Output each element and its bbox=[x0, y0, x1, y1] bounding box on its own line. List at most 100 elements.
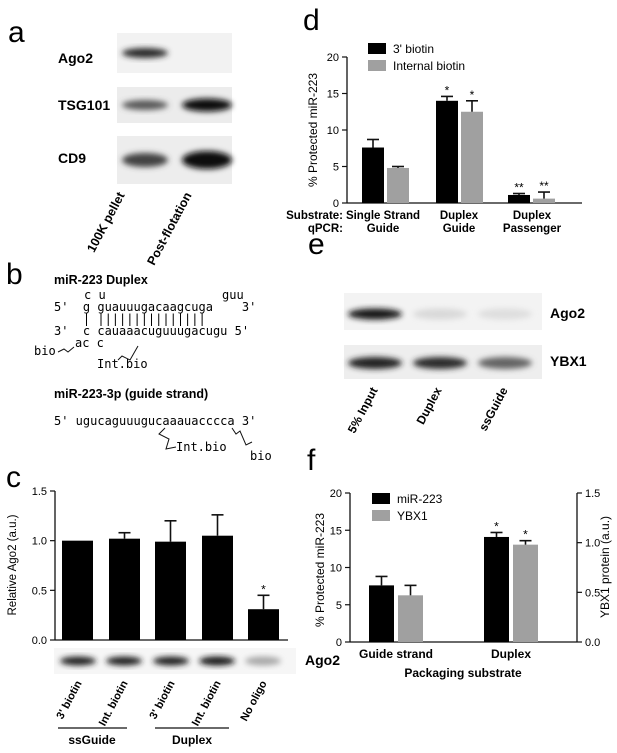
f-yl-tick-label: 20 bbox=[330, 488, 342, 500]
d-y-tick-label: 10 bbox=[327, 125, 339, 137]
category-labels-d: Single StrandGuideDuplexGuideDuplexPasse… bbox=[346, 210, 562, 235]
f-legend-swatch-1 bbox=[372, 510, 390, 521]
d-bar-0-1-sig: * bbox=[445, 83, 450, 97]
duplex-top-bulge-end: guu bbox=[222, 288, 244, 302]
panel-c: c 0.0 0.5 1.0 1.5 Relative Ago2 (a.u.) * Ago2… bbox=[6, 461, 340, 747]
d-ylabel: % Protected miR-223 bbox=[306, 73, 320, 187]
lane-label-duplex: Duplex bbox=[414, 385, 445, 427]
c-bar-0 bbox=[62, 540, 93, 640]
lane-label-5pct-input: 5% Input bbox=[345, 385, 381, 436]
blot-label-cd9: CD9 bbox=[58, 150, 86, 166]
duplex-bottom-bulge: ac c bbox=[75, 336, 104, 350]
f-yl-tick-label: 10 bbox=[330, 563, 342, 575]
f-legend-label-1: YBX1 bbox=[397, 509, 428, 523]
blot-band-a-lane2-2 bbox=[182, 151, 232, 169]
lane-label-c-1: Int. biotin bbox=[97, 679, 131, 729]
blot-band-a-lane1-1 bbox=[122, 100, 168, 110]
panel-letter-d: d bbox=[303, 4, 320, 37]
blot-band-c-0 bbox=[60, 656, 96, 666]
d-cat-line2-2: Passenger bbox=[503, 223, 562, 235]
d-legend-label-1: Internal biotin bbox=[393, 59, 465, 73]
duplex-int-bio-label: Int.bio bbox=[97, 357, 148, 371]
blot-band-e-1-1 bbox=[413, 357, 467, 369]
d-y-tick-label: 20 bbox=[327, 52, 339, 64]
c-bar-1 bbox=[109, 538, 140, 640]
duplex-sequence: c u guu 5' g guauuugacaagcuga 3' | |||||… bbox=[34, 288, 256, 371]
lane-label-c-4: No oligo bbox=[238, 679, 269, 724]
d-cat-line1-1: Duplex bbox=[440, 210, 479, 222]
f-yl-tick-label: 0 bbox=[336, 637, 342, 649]
blot-band-e-0-2 bbox=[478, 308, 532, 320]
f-bar-1-1 bbox=[513, 544, 538, 642]
f-yl-tick-label: 15 bbox=[330, 525, 342, 537]
f-bar-1-0 bbox=[398, 595, 423, 642]
f-bar-1-1-sig: * bbox=[523, 528, 528, 542]
f-bar-0-0 bbox=[369, 585, 394, 642]
d-bar-1-2-sig: ** bbox=[539, 179, 549, 193]
f-cat-label-0: Guide strand bbox=[359, 647, 433, 661]
duplex-pairing-bars: | ||||||||||||||| bbox=[54, 312, 206, 326]
blot-bands-e bbox=[348, 308, 532, 369]
group-label-ssguide: ssGuide bbox=[68, 733, 116, 747]
c-bar-4-sig: * bbox=[261, 582, 266, 596]
d-cat-line1-0: Single Strand bbox=[346, 210, 420, 222]
duplex-title: miR-223 Duplex bbox=[54, 273, 148, 287]
guide-bio-linker bbox=[231, 427, 253, 446]
blot-label-e-ago2: Ago2 bbox=[550, 305, 585, 321]
c-y-tick-label: 1.0 bbox=[32, 536, 47, 548]
f-xlabel: Packaging substrate bbox=[404, 666, 522, 680]
blot-band-c-4 bbox=[245, 656, 281, 666]
blot-band-a-lane1-2 bbox=[122, 153, 168, 167]
duplex-int-linker bbox=[117, 345, 139, 361]
d-bar-0-1 bbox=[436, 100, 458, 203]
blot-label-tsg101: TSG101 bbox=[58, 97, 110, 113]
panel-f: f 0 5 10 15 20 0.0 0.5 1.0 1.5 % Protected miR-22… bbox=[307, 444, 612, 680]
duplex-bio-label: bio bbox=[34, 344, 56, 358]
blot-band-c-2 bbox=[153, 656, 189, 666]
guide-strand: 5' ugucaguuugucaaauacccca 3' bbox=[54, 414, 256, 428]
panel-b: b miR-223 Duplex c u guu 5' g guauuugaca… bbox=[6, 258, 272, 463]
c-y-tick-label: 1.5 bbox=[32, 486, 47, 498]
guide-title: miR-223-3p (guide strand) bbox=[54, 387, 208, 401]
d-y-tick-label: 15 bbox=[327, 89, 339, 101]
f-yr-tick-label: 1.0 bbox=[585, 538, 600, 550]
lane-label-c-0: 3' biotin bbox=[54, 679, 84, 722]
d-bar-1-0 bbox=[387, 167, 409, 203]
guide-sequence: 5' ugucaguuugucaaauacccca 3' Int.bio bio bbox=[54, 414, 272, 463]
f-legend-label-0: miR-223 bbox=[397, 492, 443, 506]
f-ylabel: % Protected miR-223 bbox=[313, 513, 327, 627]
d-bar-0-0 bbox=[362, 147, 384, 203]
c-bar-4 bbox=[248, 609, 279, 640]
c-y-tick-label: 0.0 bbox=[32, 635, 47, 647]
d-bar-1-1 bbox=[461, 111, 483, 203]
c-y-tick-label: 0.5 bbox=[32, 585, 47, 597]
duplex-bio-linker bbox=[57, 346, 75, 353]
d-legend-swatch-0 bbox=[368, 43, 386, 54]
guide-int-bio-label: Int.bio bbox=[176, 440, 227, 454]
c-bar-3 bbox=[202, 535, 233, 640]
f-bar-0-1-sig: * bbox=[494, 519, 499, 533]
qpcr-row-label: qPCR: bbox=[308, 223, 343, 235]
c-ylabel: Relative Ago2 (a.u.) bbox=[7, 514, 19, 615]
f-cat-label-1: Duplex bbox=[491, 647, 531, 661]
d-y-tick-label: 5 bbox=[333, 162, 339, 174]
group-label-duplex: Duplex bbox=[172, 733, 212, 747]
panel-a: a Ago2 TSG101 CD9 100K pellet Post-flota… bbox=[8, 16, 232, 268]
lane-labels-c: 3' biotin Int. biotin 3' biotin Int. biotin… bbox=[54, 679, 269, 729]
f-yr-tick-label: 0.0 bbox=[585, 637, 600, 649]
substrate-row-label: Substrate: bbox=[286, 210, 343, 222]
d-y-tick-label: 0 bbox=[333, 198, 339, 210]
d-cat-line2-1: Guide bbox=[443, 223, 476, 235]
blot-label-e-ybx1: YBX1 bbox=[550, 353, 587, 369]
d-cat-line1-2: Duplex bbox=[513, 210, 552, 222]
panel-letter-c: c bbox=[6, 461, 21, 494]
f-ylabel-right: YBX1 protein (a.u.) bbox=[598, 516, 612, 618]
blot-band-a-lane2-1 bbox=[182, 98, 232, 112]
guide-bio-label: bio bbox=[250, 449, 272, 463]
guide-int-linker bbox=[158, 427, 177, 450]
d-bar-1-1-sig: * bbox=[470, 88, 475, 102]
f-yr-tick-label: 1.5 bbox=[585, 488, 600, 500]
blot-band-e-0-0 bbox=[348, 308, 402, 320]
d-bar-0-2 bbox=[508, 194, 530, 203]
